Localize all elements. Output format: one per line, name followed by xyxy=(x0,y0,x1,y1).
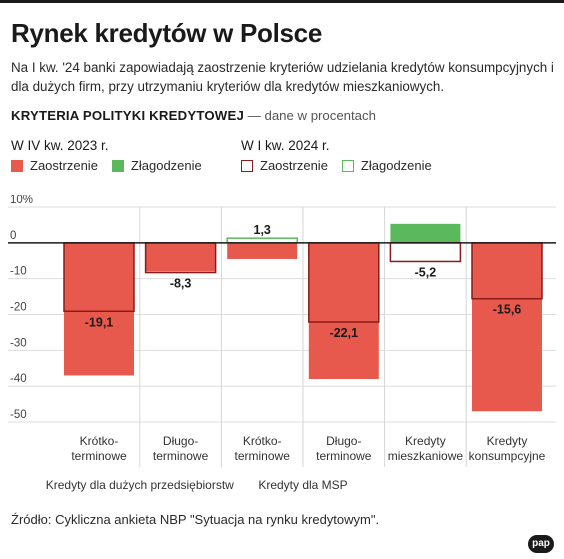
group-label: Kredyty dla dużych przedsiębiorstw xyxy=(46,478,234,492)
top-rule xyxy=(0,0,564,3)
data-label: -15,6 xyxy=(493,303,522,317)
bar-iv-2023 xyxy=(472,242,542,412)
x-tick-label: Krótko- xyxy=(80,434,119,448)
y-tick-label: 10% xyxy=(10,195,33,206)
x-tick-label: Kredyty xyxy=(487,434,528,448)
bar-iv-2023 xyxy=(145,242,216,272)
criteria-note: — dane w procentach xyxy=(243,108,376,123)
legend-label: Złagodzenie xyxy=(130,158,202,173)
bar-iv-2023 xyxy=(308,242,379,379)
bar-iv-2023 xyxy=(390,223,461,243)
legend-period-filled: W IV kw. 2023 r. xyxy=(11,138,109,153)
data-label: -5,2 xyxy=(415,265,437,279)
x-tick-label: mieszkaniowe xyxy=(388,449,464,463)
x-tick-label: terminowe xyxy=(235,449,291,463)
x-tick-label: konsumpcyjne xyxy=(469,449,546,463)
y-tick-label: -30 xyxy=(10,337,27,349)
source-note: Źródło: Cykliczna ankieta NBP "Sytuacja … xyxy=(11,512,380,527)
data-label: 1,3 xyxy=(254,223,271,237)
x-tick-label: Kredyty xyxy=(405,434,446,448)
x-tick-label: Krótko- xyxy=(243,434,282,448)
y-tick-label: -40 xyxy=(10,373,27,385)
bar-iv-2023 xyxy=(64,242,134,376)
data-label: -19,1 xyxy=(85,315,114,329)
criteria-heading-row: KRYTERIA POLITYKI KREDYTOWEJ — dane w pr… xyxy=(11,108,376,123)
legend-filled: Zaostrzenie Złagodzenie xyxy=(11,158,216,173)
criteria-heading: KRYTERIA POLITYKI KREDYTOWEJ xyxy=(11,108,244,123)
group-label: Kredyty dla MSP xyxy=(258,478,347,492)
tightening-swatch-outline xyxy=(241,159,253,172)
bar-iv-2023 xyxy=(227,242,298,259)
y-tick-label: -10 xyxy=(10,266,27,278)
x-tick-label: Długo- xyxy=(326,434,361,448)
tightening-swatch-filled xyxy=(11,159,23,172)
easing-swatch-filled xyxy=(111,159,124,172)
legend-label: Zaostrzenie xyxy=(30,158,98,173)
legend-period-outline: W I kw. 2024 r. xyxy=(241,138,330,153)
y-tick-label: -20 xyxy=(10,302,27,314)
y-tick-label: 0 xyxy=(10,230,16,242)
pap-logo: pap xyxy=(528,535,554,553)
y-tick-label: -50 xyxy=(10,409,27,421)
x-tick-label: Długo- xyxy=(163,434,198,448)
page-subtitle: Na I kw. '24 banki zapowiadają zaostrzen… xyxy=(11,60,554,94)
x-tick-label: terminowe xyxy=(316,449,372,463)
bar-chart: 10% 0 -10 -20 -30 -40 -50 -19,1 -8,3 1,3 -22,1 -5,2… xyxy=(8,195,556,492)
legend-outline: Zaostrzenie Złagodzenie xyxy=(241,158,446,173)
data-label: -22,1 xyxy=(330,326,359,340)
x-tick-label: terminowe xyxy=(153,449,209,463)
legend-label: Złagodzenie xyxy=(360,158,432,173)
x-tick-label: terminowe xyxy=(71,449,127,463)
easing-swatch-outline xyxy=(341,159,354,172)
page-title: Rynek kredytów w Polsce xyxy=(11,18,323,48)
data-label: -8,3 xyxy=(170,277,192,291)
bar-i-2024 xyxy=(389,242,462,263)
legend-label: Zaostrzenie xyxy=(260,158,328,173)
